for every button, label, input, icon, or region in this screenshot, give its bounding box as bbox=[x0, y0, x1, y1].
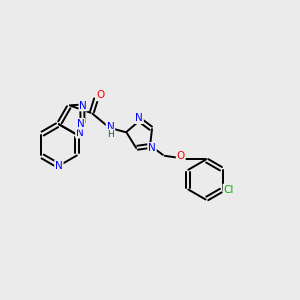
Text: N: N bbox=[148, 143, 156, 153]
Text: N: N bbox=[135, 113, 143, 123]
Text: N: N bbox=[77, 119, 85, 129]
Text: H: H bbox=[107, 130, 114, 139]
Text: N: N bbox=[55, 161, 63, 171]
Text: O: O bbox=[177, 151, 185, 161]
Text: N: N bbox=[79, 100, 87, 111]
Text: Cl: Cl bbox=[224, 184, 234, 194]
Text: N: N bbox=[76, 128, 84, 138]
Text: N: N bbox=[106, 122, 114, 132]
Text: O: O bbox=[96, 90, 105, 100]
